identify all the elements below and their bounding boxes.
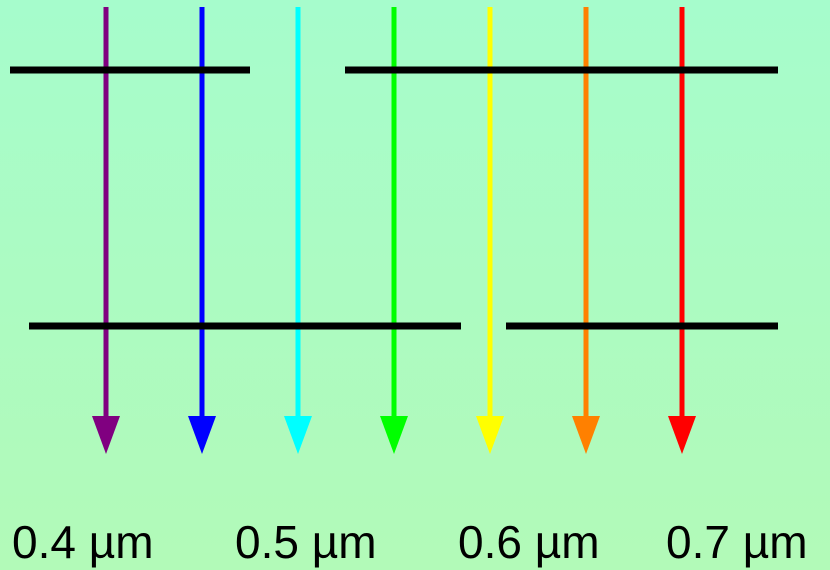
arrow-yellow-head bbox=[476, 416, 504, 454]
arrow-cyan bbox=[284, 7, 312, 454]
wavelength-label-0-5: 0.5 µm bbox=[235, 516, 377, 568]
arrow-violet-head bbox=[92, 416, 120, 454]
arrow-green-head bbox=[380, 416, 408, 454]
arrow-cyan-head bbox=[284, 416, 312, 454]
wavelength-label-0-4: 0.4 µm bbox=[12, 516, 154, 568]
wavelength-arrows bbox=[92, 7, 696, 454]
arrow-green bbox=[380, 7, 408, 454]
arrow-red bbox=[668, 7, 696, 454]
wavelength-label-0-6: 0.6 µm bbox=[458, 516, 600, 568]
arrow-violet bbox=[92, 7, 120, 454]
arrow-orange-head bbox=[572, 416, 600, 454]
arrow-red-head bbox=[668, 416, 696, 454]
arrow-yellow bbox=[476, 7, 504, 454]
wavelength-labels: 0.4 µm 0.5 µm 0.6 µm 0.7 µm bbox=[12, 516, 808, 568]
wavelength-label-0-7: 0.7 µm bbox=[666, 516, 808, 568]
arrow-orange bbox=[572, 7, 600, 454]
arrow-blue bbox=[188, 7, 216, 454]
arrow-blue-head bbox=[188, 416, 216, 454]
